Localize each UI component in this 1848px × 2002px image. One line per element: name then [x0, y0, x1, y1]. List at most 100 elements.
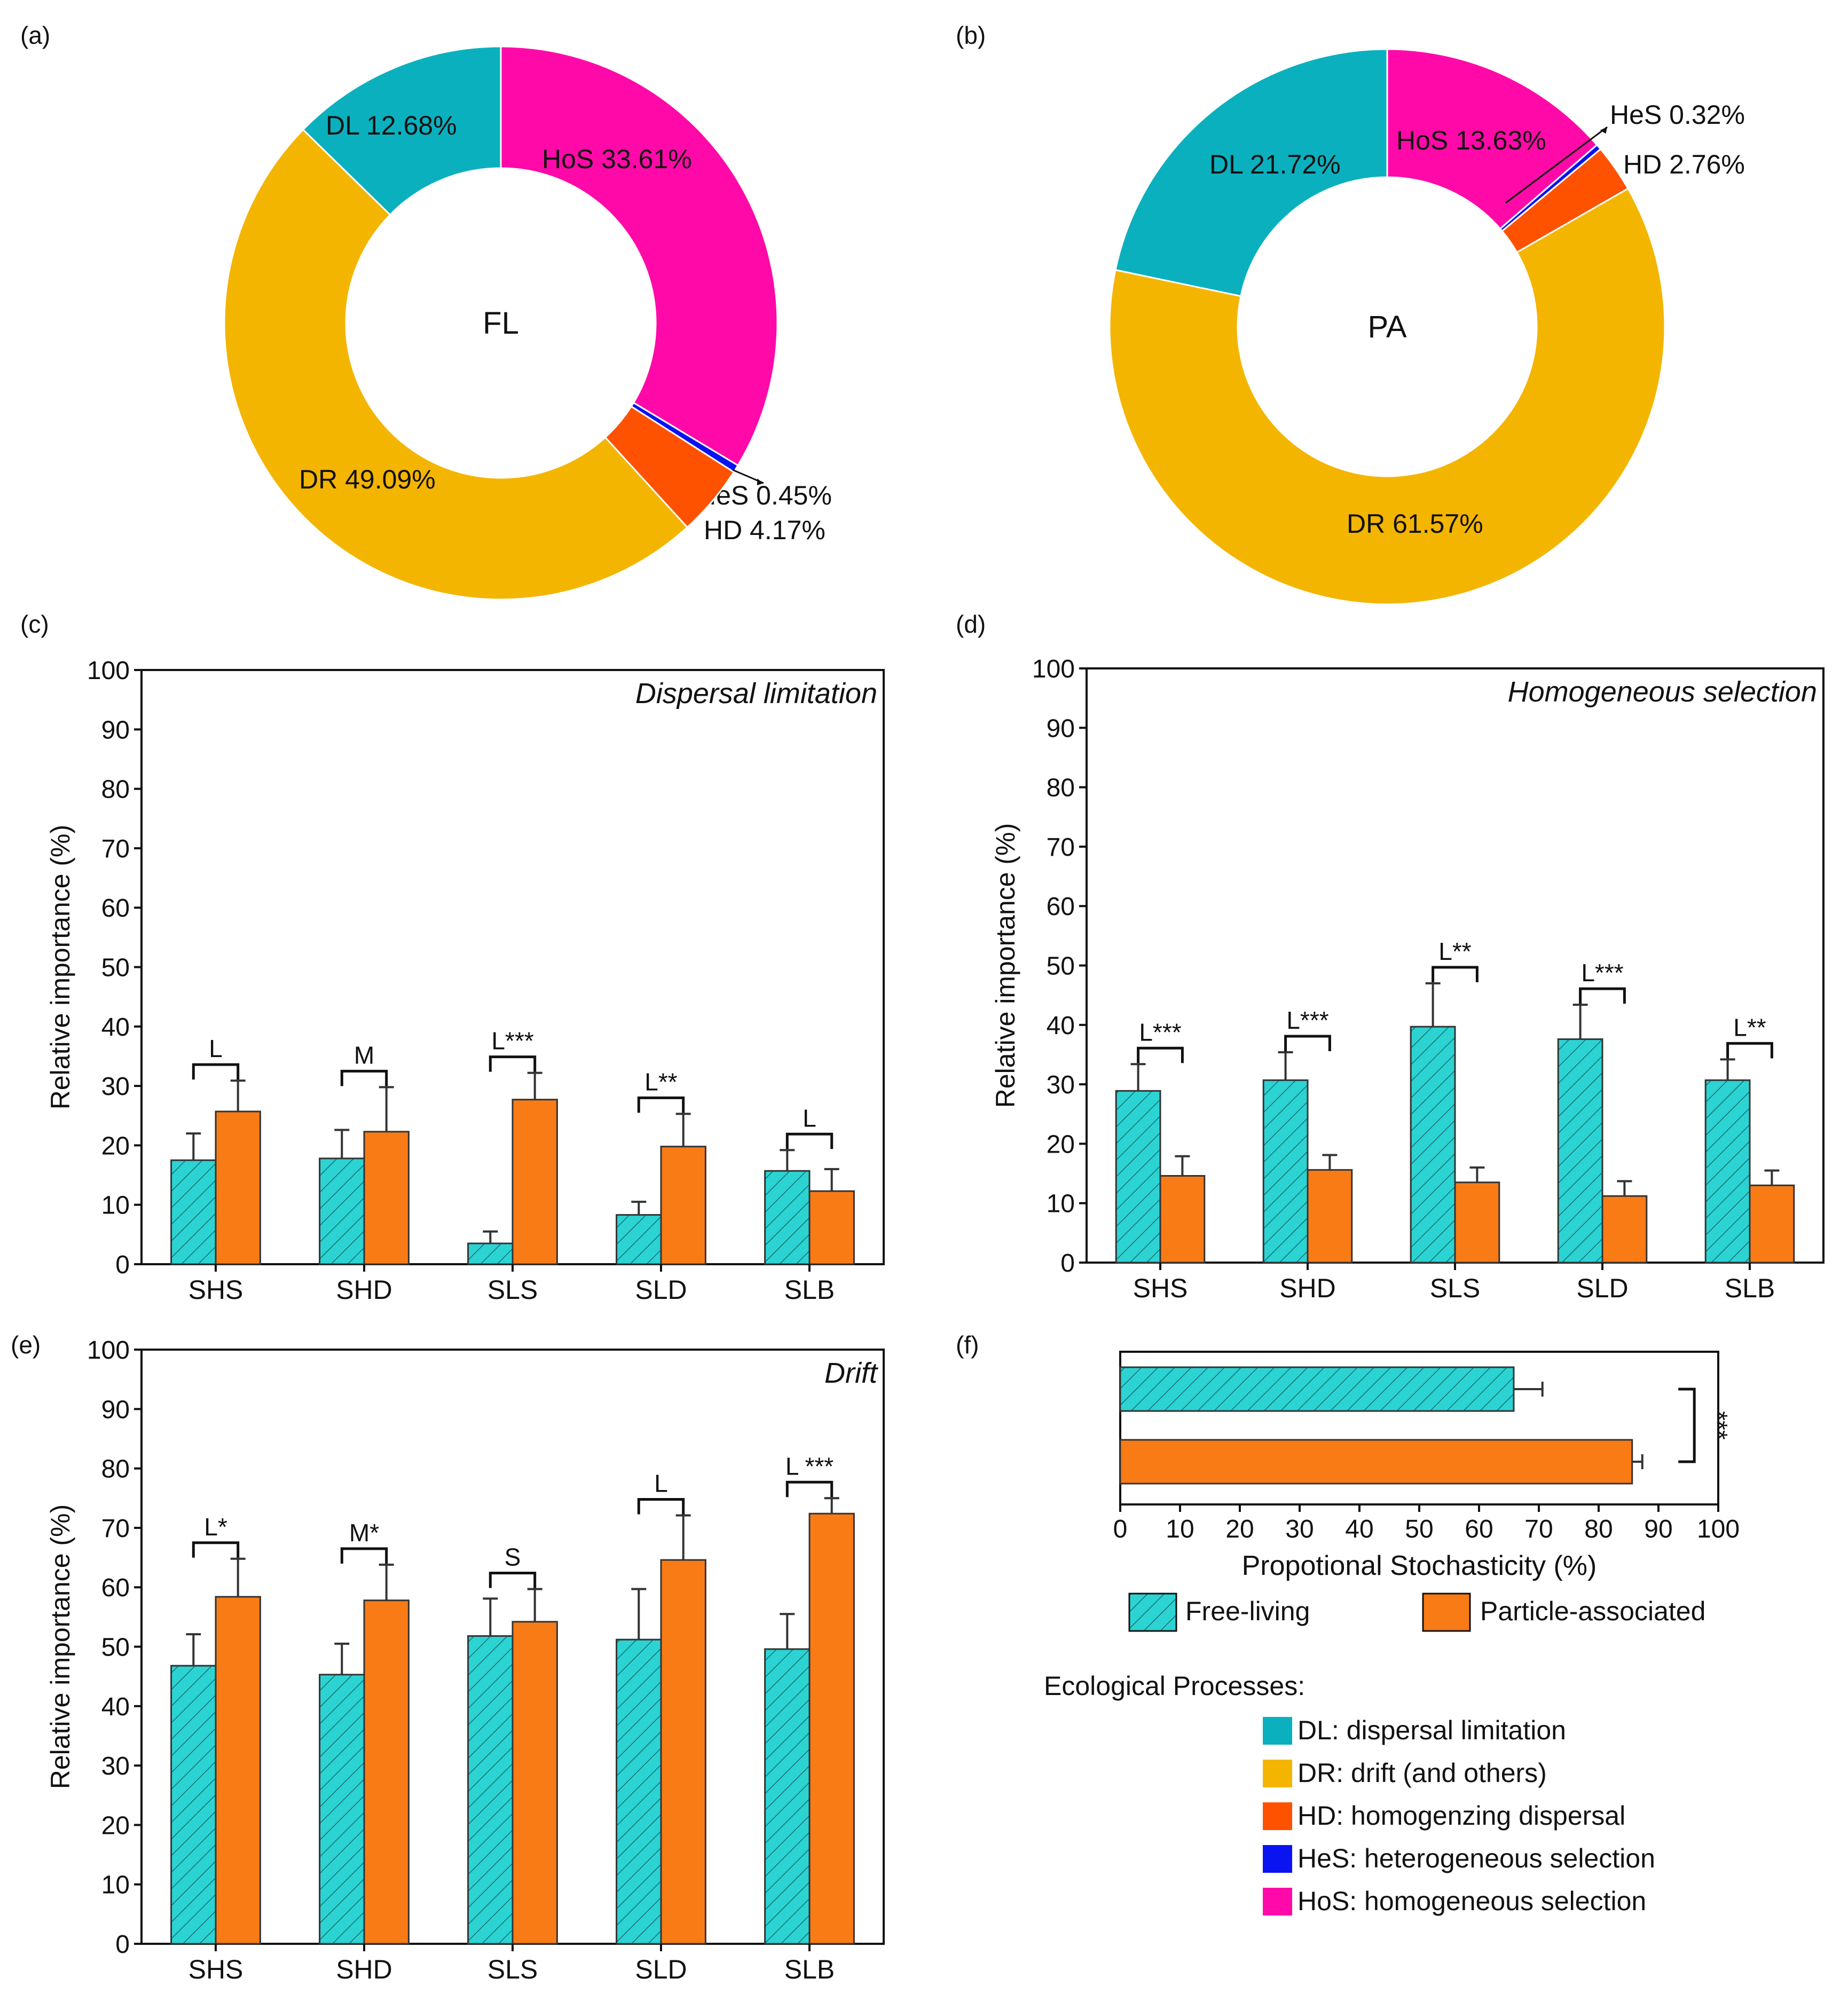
y-axis-title: Relative importance (%) — [45, 825, 75, 1110]
y-tick-label: 70 — [1047, 833, 1075, 862]
error-bar-particle-associated — [527, 1588, 542, 1622]
x-tick-label: 0 — [1113, 1515, 1128, 1543]
y-tick-label: 60 — [101, 1574, 130, 1602]
significance-bracket — [1726, 1042, 1773, 1059]
y-tick-label: 20 — [101, 1132, 130, 1160]
panel-label-a: (a) — [20, 21, 50, 49]
significance-bracket — [1432, 966, 1479, 982]
significance-label: L — [803, 1104, 816, 1132]
x-tick-label-shs: SHS — [1133, 1273, 1188, 1303]
significance-bracket — [637, 1096, 685, 1113]
bar-particle-associated-shs — [215, 1596, 261, 1945]
legend-label-free-living: Free-living — [1185, 1596, 1310, 1626]
slice-hos — [1386, 48, 1598, 230]
bar-particle-associated-sld — [1601, 1195, 1648, 1264]
bar-particle-associated-shs — [1159, 1175, 1206, 1264]
significance-bracket — [489, 1572, 537, 1588]
y-axis-title: Relative importance (%) — [45, 1504, 75, 1790]
panel-label-d: (d) — [956, 610, 986, 638]
significance-label: L* — [204, 1513, 227, 1541]
y-tick-label: 60 — [1047, 893, 1075, 921]
x-tick-label: 10 — [1166, 1515, 1194, 1543]
arrow-head — [757, 478, 764, 486]
bar-free-living-sld — [616, 1638, 662, 1945]
y-tick-label: 0 — [115, 1251, 130, 1279]
error-bar-particle-associated — [824, 1168, 839, 1192]
y-tick-label: 70 — [101, 1515, 130, 1543]
error-bar-particle-associated — [675, 1113, 691, 1147]
significance-bracket — [1137, 1046, 1184, 1063]
y-tick-label: 100 — [87, 1336, 130, 1365]
bar-particle-associated — [1119, 1439, 1633, 1485]
error-bar-particle-associated — [675, 1514, 691, 1560]
x-tick-label-sls: SLS — [1430, 1273, 1481, 1303]
slice-label-hd: HD 2.76% — [1623, 149, 1745, 179]
y-tick-label: 20 — [1047, 1130, 1075, 1158]
y-tick-label: 70 — [101, 835, 130, 863]
x-axis-title: Propotional Stochasticity (%) — [1242, 1550, 1597, 1581]
error-bar-free-living — [1572, 1003, 1588, 1039]
panel-label-c: (c) — [20, 610, 49, 638]
x-tick-label: 20 — [1225, 1515, 1254, 1543]
x-tick-label-slb: SLB — [1725, 1273, 1775, 1303]
slice-label-hos: HoS 33.61% — [542, 144, 692, 174]
significance-bracket — [340, 1547, 388, 1564]
panel-label-f: (f) — [956, 1331, 979, 1359]
bar-particle-associated-slb — [808, 1512, 855, 1945]
slice-dr — [1108, 187, 1666, 605]
y-tick-label: 40 — [101, 1013, 130, 1042]
error-bar-free-living — [334, 1642, 350, 1675]
significance-label: L — [209, 1035, 223, 1062]
legend-swatch-hos — [1263, 1888, 1292, 1916]
x-tick-label-shs: SHS — [188, 1275, 243, 1305]
bar-particle-associated-slb — [808, 1190, 855, 1265]
y-tick-label: 100 — [1032, 655, 1075, 683]
significance-bracket — [637, 1498, 685, 1515]
donut-chart-pa: HoS 13.63% HeS 0.32% HD 2.76% DR 61.57% DL 2… — [1108, 48, 1745, 605]
y-tick-label: 80 — [101, 776, 130, 804]
x-tick-label: 80 — [1584, 1515, 1613, 1543]
error-bar-particle-associated — [230, 1079, 246, 1112]
bar-particle-associated-shd — [363, 1599, 410, 1945]
bar-free-living-shd — [1262, 1079, 1309, 1264]
donut-center-label: FL — [483, 306, 519, 341]
chart-title: Drift — [824, 1357, 878, 1389]
error-bar-free-living — [1720, 1058, 1735, 1081]
y-tick-label: 20 — [101, 1811, 130, 1840]
x-tick-label: 40 — [1345, 1515, 1373, 1543]
y-tick-label: 10 — [101, 1871, 130, 1899]
legend-swatch-dr — [1263, 1760, 1292, 1787]
donut-chart-fl: HoS 33.61%HeS 0.45%HD 4.17%DR 49.09%DL 1… — [223, 45, 832, 601]
bar-free-living-sls — [467, 1242, 514, 1265]
error-bar-free-living — [1425, 982, 1441, 1027]
legend-label-hd: HD: homogenzing dispersal — [1297, 1801, 1625, 1831]
bar-free-living-sld — [616, 1214, 662, 1265]
y-tick-label: 10 — [101, 1192, 130, 1220]
bar-particle-associated-sls — [512, 1099, 558, 1265]
slice-dl — [1114, 48, 1388, 297]
bar-particle-associated-shd — [1307, 1169, 1353, 1264]
bar-free-living-shs — [170, 1665, 217, 1945]
error-bar-free-living — [1130, 1063, 1146, 1091]
bar-particle-associated-slb — [1749, 1184, 1795, 1264]
significance-label: L*** — [1286, 1006, 1328, 1034]
y-tick-label: 30 — [101, 1752, 130, 1780]
y-tick-label: 10 — [1047, 1190, 1075, 1218]
significance-label: L** — [644, 1068, 677, 1095]
error-bar-free-living — [483, 1597, 498, 1636]
bar-particle-associated-shs — [215, 1110, 261, 1265]
error-bar-free-living — [780, 1613, 795, 1649]
y-tick-label: 90 — [1047, 714, 1075, 743]
significance-label: M* — [349, 1519, 379, 1547]
x-tick-label-sls: SLS — [487, 1275, 538, 1305]
error-bar-free-living — [780, 1149, 795, 1171]
bar-free-living-slb — [764, 1648, 811, 1945]
error-bar-particle-associated — [1175, 1155, 1190, 1176]
error-bar-free-living — [186, 1633, 201, 1666]
y-tick-label: 0 — [1060, 1249, 1075, 1278]
y-tick-label: 30 — [1047, 1071, 1075, 1099]
x-tick-label-slb: SLB — [784, 1275, 835, 1305]
legend-swatch-hd — [1263, 1802, 1292, 1830]
y-tick-label: 90 — [101, 1396, 130, 1424]
